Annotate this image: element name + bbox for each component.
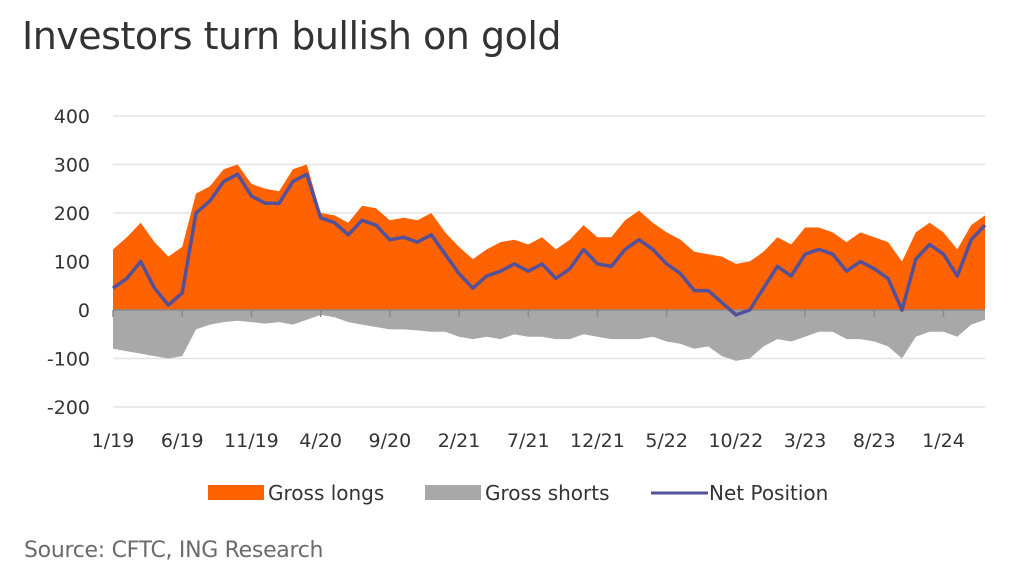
y-tick-labels: 400 300 200 100 0 -100 -200 <box>47 106 90 419</box>
legend-swatch-gross-shorts <box>425 485 481 500</box>
legend-label-net-position: Net Position <box>709 481 828 505</box>
source-note: Source: CFTC, ING Research <box>24 538 324 563</box>
gross-longs-area <box>113 164 985 310</box>
legend-item-gross-shorts: Gross shorts <box>425 481 610 505</box>
legend-item-net-position: Net Position <box>651 481 828 505</box>
y-tick-label: 0 <box>78 300 90 322</box>
y-tick-label: -100 <box>47 349 90 371</box>
legend-item-gross-longs: Gross longs <box>208 481 384 505</box>
y-tick-label: 400 <box>54 106 90 128</box>
y-tick-label: 300 <box>54 155 90 177</box>
legend: Gross longs Gross shorts Net Position <box>208 481 828 505</box>
legend-swatch-gross-longs <box>208 485 264 500</box>
x-tick-label: 11/19 <box>224 430 279 452</box>
x-tick-label: 8/23 <box>853 430 896 452</box>
y-tick-label: -200 <box>47 397 90 419</box>
x-tick-label: 10/22 <box>708 430 763 452</box>
legend-label-gross-shorts: Gross shorts <box>485 481 610 505</box>
x-tick-label: 9/20 <box>368 430 411 452</box>
x-tick-label: 1/24 <box>922 430 965 452</box>
x-tick-label: 2/21 <box>438 430 481 452</box>
chart-title: Investors turn bullish on gold <box>22 14 562 58</box>
net-position-series <box>111 172 987 317</box>
x-tick-label: 6/19 <box>161 430 204 452</box>
x-tick-label: 1/19 <box>92 430 135 452</box>
x-axis <box>112 309 985 317</box>
plot-areas <box>113 164 985 361</box>
x-tick-labels: 1/19 6/19 11/19 4/20 9/20 2/21 7/21 12/21 5/22 10… <box>92 430 965 452</box>
x-tick-label: 5/22 <box>645 430 688 452</box>
y-tick-label: 100 <box>54 252 90 274</box>
legend-label-gross-longs: Gross longs <box>268 481 384 505</box>
x-tick-label: 4/20 <box>299 430 342 452</box>
y-tick-label: 200 <box>54 203 90 225</box>
net-position-line <box>111 172 987 317</box>
x-tick-label: 7/21 <box>507 430 550 452</box>
gross-shorts-area <box>113 310 985 361</box>
x-tick-label: 3/23 <box>784 430 827 452</box>
x-tick-label: 12/21 <box>570 430 625 452</box>
